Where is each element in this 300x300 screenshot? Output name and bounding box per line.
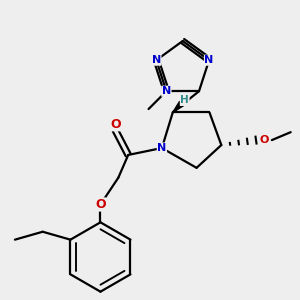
- Text: O: O: [259, 135, 268, 145]
- Text: N: N: [162, 86, 171, 96]
- Text: O: O: [110, 118, 121, 131]
- Text: N: N: [205, 55, 214, 65]
- Text: O: O: [95, 198, 106, 211]
- Text: N: N: [152, 55, 161, 65]
- Text: H: H: [180, 95, 189, 106]
- Polygon shape: [173, 101, 184, 112]
- Text: N: N: [157, 143, 167, 153]
